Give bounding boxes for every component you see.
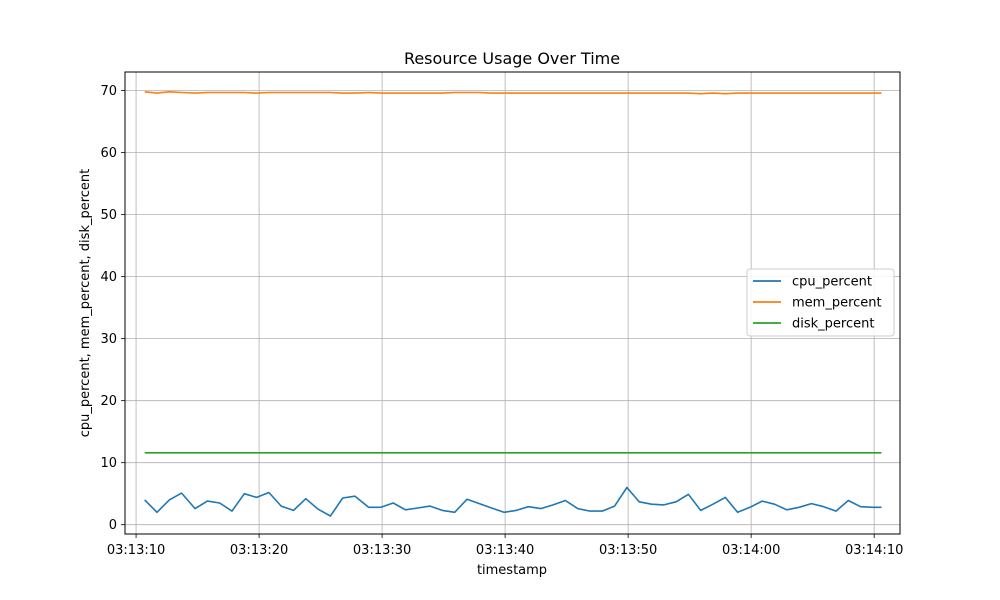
y-axis: 0 10 20 30 40 50 60 70 (100, 84, 125, 533)
plot-lines (144, 91, 882, 517)
x-tick-label: 03:13:50 (599, 543, 657, 558)
y-axis-label: cpu_percent, mem_percent, disk_percent (78, 169, 93, 438)
y-tick-label: 60 (100, 146, 117, 161)
x-tick-label: 03:13:30 (353, 543, 411, 558)
x-tick-label: 03:13:40 (476, 543, 534, 558)
y-tick-label: 20 (100, 394, 117, 409)
mem_percent-line (144, 91, 882, 95)
plot-frame (124, 71, 901, 535)
grid (125, 72, 900, 534)
x-axis: 03:13:10 03:13:20 03:13:30 03:13:40 03:13:50… (107, 534, 903, 558)
legend-label-disk_percent: disk_percent (792, 317, 874, 332)
legend-label-cpu_percent: cpu_percent (792, 275, 872, 290)
y-tick-label: 40 (100, 270, 117, 285)
chart-title: Resource Usage Over Time (404, 49, 620, 68)
legend-box (746, 268, 895, 337)
cpu_percent-line (144, 486, 882, 517)
y-tick-label: 10 (100, 456, 117, 471)
x-tick-label: 03:13:20 (230, 543, 288, 558)
x-axis-label: timestamp (477, 563, 547, 578)
y-tick-label: 50 (100, 208, 117, 223)
x-tick-label: 03:13:10 (107, 543, 165, 558)
legend-label-mem_percent: mem_percent (792, 296, 882, 311)
x-tick-label: 03:14:10 (845, 543, 903, 558)
y-tick-label: 30 (100, 332, 117, 347)
y-tick-label: 70 (100, 84, 117, 99)
y-tick-label: 0 (109, 518, 117, 533)
legend: cpu_percent mem_percent disk_percent (746, 268, 895, 337)
x-tick-label: 03:14:00 (722, 543, 780, 558)
